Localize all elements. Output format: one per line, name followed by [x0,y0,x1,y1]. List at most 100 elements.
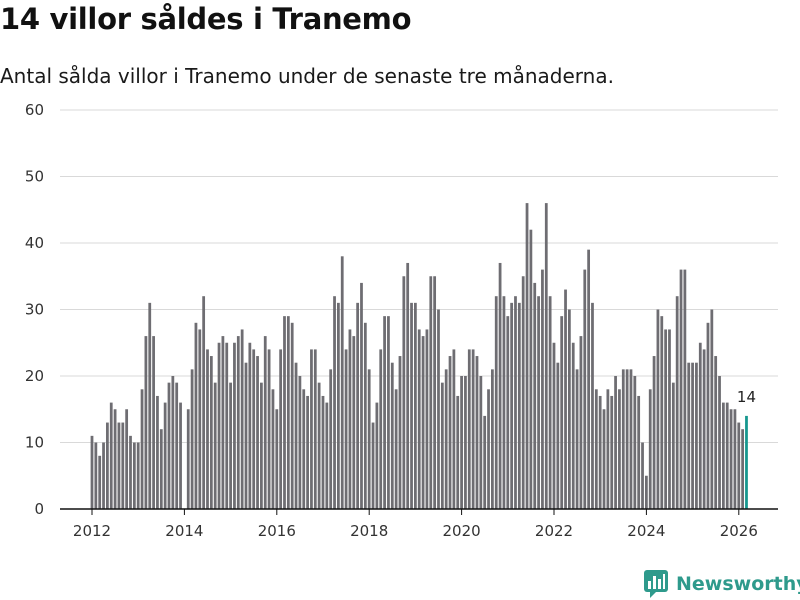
bar [506,316,510,509]
x-tick-label: 2020 [443,522,481,540]
bar [606,389,610,509]
bar [502,296,506,509]
bar [98,455,102,509]
bar [629,369,633,509]
bar [321,395,325,509]
bar [437,309,440,509]
tick-labels: 0 10 20 30 40 50 60 14 2012 2014 2016 2018 2020 2022 2… [25,101,758,540]
bar [140,389,144,509]
bar [444,369,448,509]
bar [602,409,606,509]
bar [198,329,202,509]
newsworthy-logo-icon [644,570,668,598]
bar [94,442,98,509]
bar [641,442,644,509]
bar [186,409,190,509]
bar [383,316,386,509]
bar [521,276,525,509]
x-tick-label: 2016 [258,522,296,540]
chart-subtitle: Antal sålda villor i Tranemo under de se… [0,64,614,88]
bar [541,269,544,509]
bar [352,336,356,509]
bar [429,276,433,509]
bar [202,296,206,509]
bar [233,342,236,509]
bar [567,309,571,509]
y-tick-label: 60 [25,101,44,119]
bar [394,389,398,509]
bar [714,356,718,509]
bar [113,409,117,509]
bar [679,269,683,509]
bar [571,342,575,509]
bar [718,376,721,509]
bar [325,402,329,509]
bar [163,402,167,509]
bar [248,342,252,509]
bar [487,389,490,509]
bar [271,389,275,509]
bar [537,296,540,509]
bar [240,329,244,509]
bar [583,269,587,509]
bar [360,282,363,509]
bar [687,362,691,509]
bar [456,395,460,509]
bar [175,382,179,509]
bar [267,349,271,509]
x-tick-label: 2022 [535,522,573,540]
bar [621,369,625,509]
bar [683,269,687,509]
bar [371,422,375,509]
bar [433,276,437,509]
bar [209,356,213,509]
bar [194,322,198,509]
bar [417,329,421,509]
bar [256,356,259,509]
y-tick-label: 0 [34,500,44,518]
bar [125,409,129,509]
bar [263,336,267,509]
bar [337,302,340,509]
bar [706,322,710,509]
bar [664,329,668,509]
bar [348,329,352,509]
highlight-data-label: 14 [737,388,756,406]
bar [533,282,537,509]
bar [340,256,344,509]
bar [406,262,410,509]
bar [625,369,629,509]
bar [379,349,383,509]
bar [275,409,279,509]
bar [656,309,660,509]
bar [587,249,591,509]
bar [298,376,302,509]
bar [737,422,741,509]
bar [560,316,564,509]
bar [544,203,548,509]
bar [594,389,598,509]
x-tick-label: 2018 [350,522,388,540]
x-tick-label: 2024 [627,522,665,540]
bar [552,342,556,509]
bar [460,376,463,509]
bar [106,422,109,509]
bar [668,329,671,509]
bar [206,349,209,509]
bar [136,442,140,509]
bar [614,376,617,509]
brand-logo: Newsworthy [644,569,800,599]
bar [387,316,390,509]
y-tick-label: 10 [25,434,44,452]
bar [448,356,452,509]
bar [144,336,148,509]
bar [279,349,283,509]
bar [691,362,694,509]
bar [148,302,152,509]
bar [440,382,444,509]
bar [741,429,745,509]
bar [648,389,652,509]
bar [109,402,113,509]
bar [286,316,290,509]
bar [244,362,248,509]
